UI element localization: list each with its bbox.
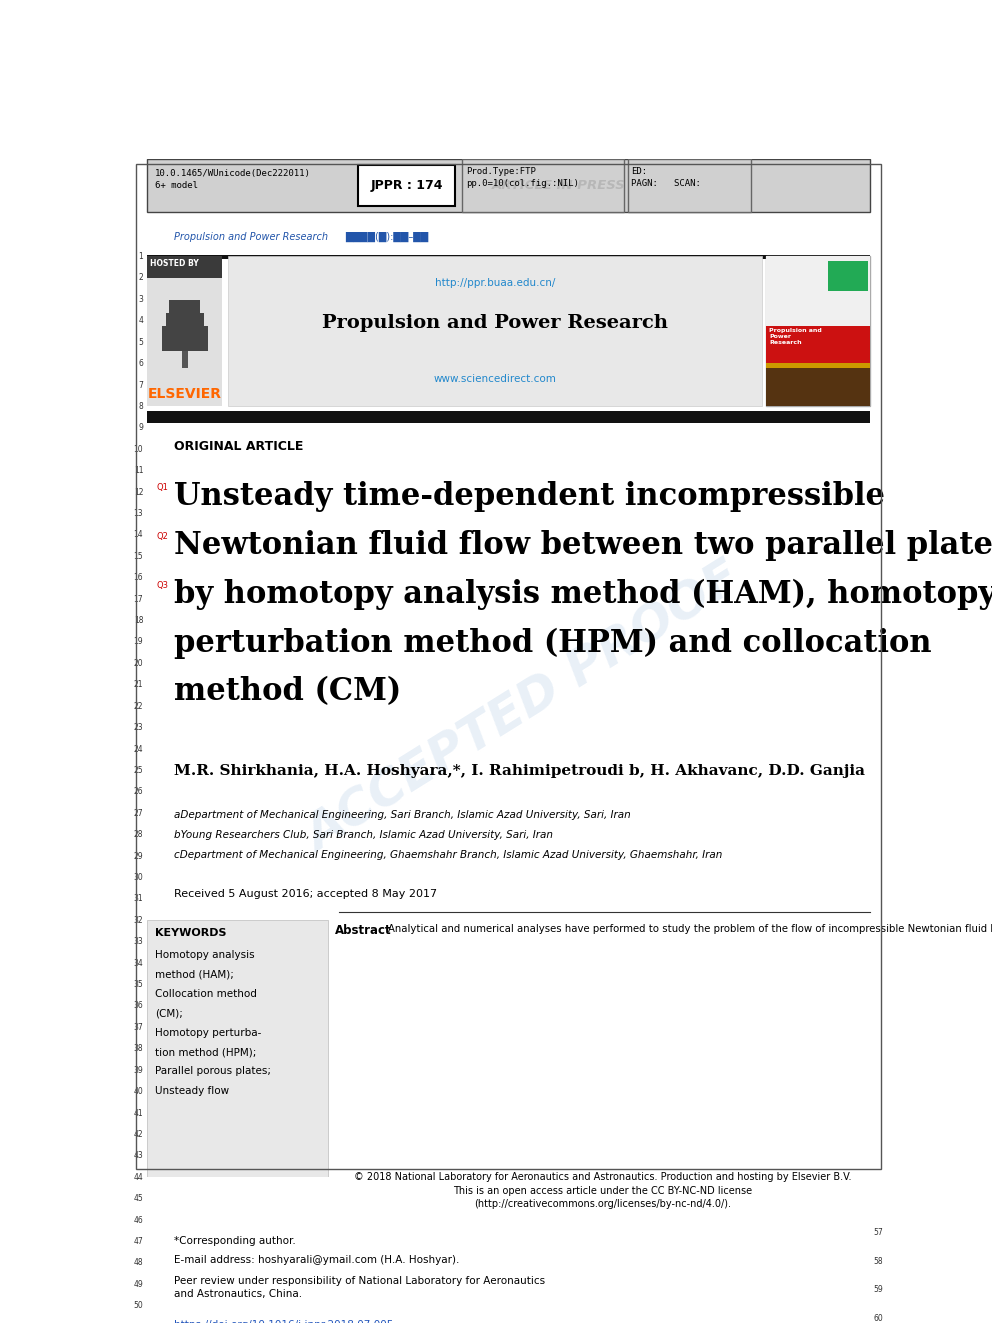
Text: 37: 37	[134, 1023, 143, 1032]
Text: by homotopy analysis method (HAM), homotopy: by homotopy analysis method (HAM), homot…	[174, 578, 992, 610]
Text: 5: 5	[138, 337, 143, 347]
Text: 42: 42	[134, 1130, 143, 1139]
Text: 17: 17	[134, 594, 143, 603]
Text: 7: 7	[138, 381, 143, 389]
Text: M.R. Shirkhania, H.A. Hoshyara,*, I. Rahimipetroudi b, H. Akhavanc, D.D. Ganjia: M.R. Shirkhania, H.A. Hoshyara,*, I. Rah…	[174, 763, 865, 778]
Text: 40: 40	[134, 1088, 143, 1095]
Bar	[147, 278, 222, 406]
Text: Analytical and numerical analyses have performed to study the problem of the flo: Analytical and numerical analyses have p…	[388, 923, 992, 934]
Text: Propulsion and Power Research: Propulsion and Power Research	[322, 314, 668, 332]
Text: Homotopy analysis: Homotopy analysis	[155, 950, 254, 960]
Text: 9: 9	[138, 423, 143, 433]
Text: 22: 22	[134, 701, 143, 710]
Text: 38: 38	[134, 1044, 143, 1053]
Bar	[182, 347, 187, 368]
Text: JPPR : 174: JPPR : 174	[371, 179, 443, 192]
Text: ACCEPTED PROOF: ACCEPTED PROOF	[298, 556, 750, 863]
Text: Unsteady flow: Unsteady flow	[155, 1086, 229, 1095]
Text: Q2: Q2	[157, 532, 169, 541]
Text: 26: 26	[134, 787, 143, 796]
Bar	[147, 919, 327, 1215]
Text: © 2018 National Laboratory for Aeronautics and Astronautics. Production and host: © 2018 National Laboratory for Aeronauti…	[354, 1172, 851, 1209]
Bar	[147, 411, 870, 422]
Text: 30: 30	[134, 873, 143, 882]
Text: ELSEVIER: ELSEVIER	[148, 388, 222, 401]
Text: bYoung Researchers Club, Sari Branch, Islamic Azad University, Sari, Iran: bYoung Researchers Club, Sari Branch, Is…	[174, 830, 553, 840]
Text: 58: 58	[874, 1257, 883, 1266]
Text: 35: 35	[134, 980, 143, 990]
Text: 1: 1	[139, 253, 143, 261]
Text: 27: 27	[134, 808, 143, 818]
Text: 47: 47	[134, 1237, 143, 1246]
Bar	[358, 165, 454, 205]
Text: ED:
PAGN:   SCAN:: ED: PAGN: SCAN:	[632, 167, 701, 188]
Bar	[147, 159, 870, 212]
Bar	[628, 159, 751, 212]
Text: 36: 36	[134, 1002, 143, 1011]
Bar	[228, 255, 762, 406]
Text: (CM);: (CM);	[155, 1008, 183, 1019]
Text: Received 5 August 2016; accepted 8 May 2017: Received 5 August 2016; accepted 8 May 2…	[174, 889, 437, 900]
Bar	[766, 325, 870, 365]
Text: 14: 14	[134, 531, 143, 540]
Text: E-mail address: hoshyarali@ymail.com (H.A. Hoshyar).: E-mail address: hoshyarali@ymail.com (H.…	[174, 1256, 459, 1265]
Text: Abstract: Abstract	[335, 923, 392, 937]
Text: 3: 3	[138, 295, 143, 304]
Text: 10.0.1465/WUnicode(Dec222011)
6+ model: 10.0.1465/WUnicode(Dec222011) 6+ model	[155, 169, 310, 189]
Text: 8: 8	[139, 402, 143, 411]
Text: aDepartment of Mechanical Engineering, Sari Branch, Islamic Azad University, Sar: aDepartment of Mechanical Engineering, S…	[174, 810, 631, 820]
Text: Propulsion and Power Research: Propulsion and Power Research	[174, 232, 328, 242]
Text: 6: 6	[138, 359, 143, 368]
Text: www.sciencedirect.com: www.sciencedirect.com	[434, 374, 557, 384]
Text: 49: 49	[134, 1279, 143, 1289]
Text: 31: 31	[134, 894, 143, 904]
Text: Peer review under responsibility of National Laboratory for Aeronautics
and Astr: Peer review under responsibility of Nati…	[174, 1277, 545, 1299]
Text: Prod.Type:FTP
pp.0=10(col.fig.:NIL): Prod.Type:FTP pp.0=10(col.fig.:NIL)	[466, 167, 579, 188]
Text: cDepartment of Mechanical Engineering, Ghaemshahr Branch, Islamic Azad Universit: cDepartment of Mechanical Engineering, G…	[174, 851, 722, 860]
Text: Unsteady time-dependent incompressible: Unsteady time-dependent incompressible	[174, 480, 885, 512]
Text: 29: 29	[134, 852, 143, 860]
Text: 10: 10	[134, 445, 143, 454]
Text: method (HAM);: method (HAM);	[155, 970, 234, 979]
Bar	[828, 261, 868, 291]
Text: http://ppr.buaa.edu.cn/: http://ppr.buaa.edu.cn/	[434, 278, 556, 288]
Text: 15: 15	[134, 552, 143, 561]
Text: 18: 18	[134, 617, 143, 624]
Text: 41: 41	[134, 1109, 143, 1118]
Text: 2: 2	[139, 274, 143, 283]
Text: 60: 60	[874, 1314, 883, 1323]
Text: KEYWORDS: KEYWORDS	[155, 927, 226, 938]
Text: Propulsion and
Power
Research: Propulsion and Power Research	[769, 328, 821, 345]
Bar	[462, 159, 624, 212]
Text: ORIGINAL ARTICLE: ORIGINAL ARTICLE	[174, 441, 304, 452]
Text: 57: 57	[874, 1228, 883, 1237]
Text: Homotopy perturba-: Homotopy perturba-	[155, 1028, 261, 1037]
Bar	[766, 255, 870, 325]
Text: ████(█):██–██: ████(█):██–██	[345, 232, 429, 242]
Text: 24: 24	[134, 745, 143, 754]
Text: 25: 25	[134, 766, 143, 775]
Text: tion method (HPM);: tion method (HPM);	[155, 1046, 256, 1057]
Text: ARTICLE IN PRESS: ARTICLE IN PRESS	[491, 179, 625, 192]
Text: 28: 28	[134, 830, 143, 839]
Text: 33: 33	[134, 937, 143, 946]
Text: Collocation method: Collocation method	[155, 990, 257, 999]
Text: M.R. Shirkhani: M.R. Shirkhani	[174, 763, 304, 778]
Text: HOSTED BY: HOSTED BY	[150, 258, 198, 267]
Bar	[766, 365, 870, 406]
Text: 32: 32	[134, 916, 143, 925]
Text: 50: 50	[134, 1302, 143, 1310]
Text: Parallel porous plates;: Parallel porous plates;	[155, 1066, 271, 1077]
Text: 48: 48	[134, 1258, 143, 1267]
Text: Q1: Q1	[157, 483, 169, 492]
Bar	[147, 254, 870, 258]
Text: 11: 11	[134, 466, 143, 475]
Text: 39: 39	[134, 1066, 143, 1074]
Text: method (CM): method (CM)	[174, 676, 401, 708]
Text: *Corresponding author.: *Corresponding author.	[174, 1236, 296, 1245]
Bar	[170, 300, 200, 320]
Text: 19: 19	[134, 638, 143, 647]
Text: 46: 46	[134, 1216, 143, 1225]
Text: Q3: Q3	[157, 581, 169, 590]
Text: 20: 20	[134, 659, 143, 668]
